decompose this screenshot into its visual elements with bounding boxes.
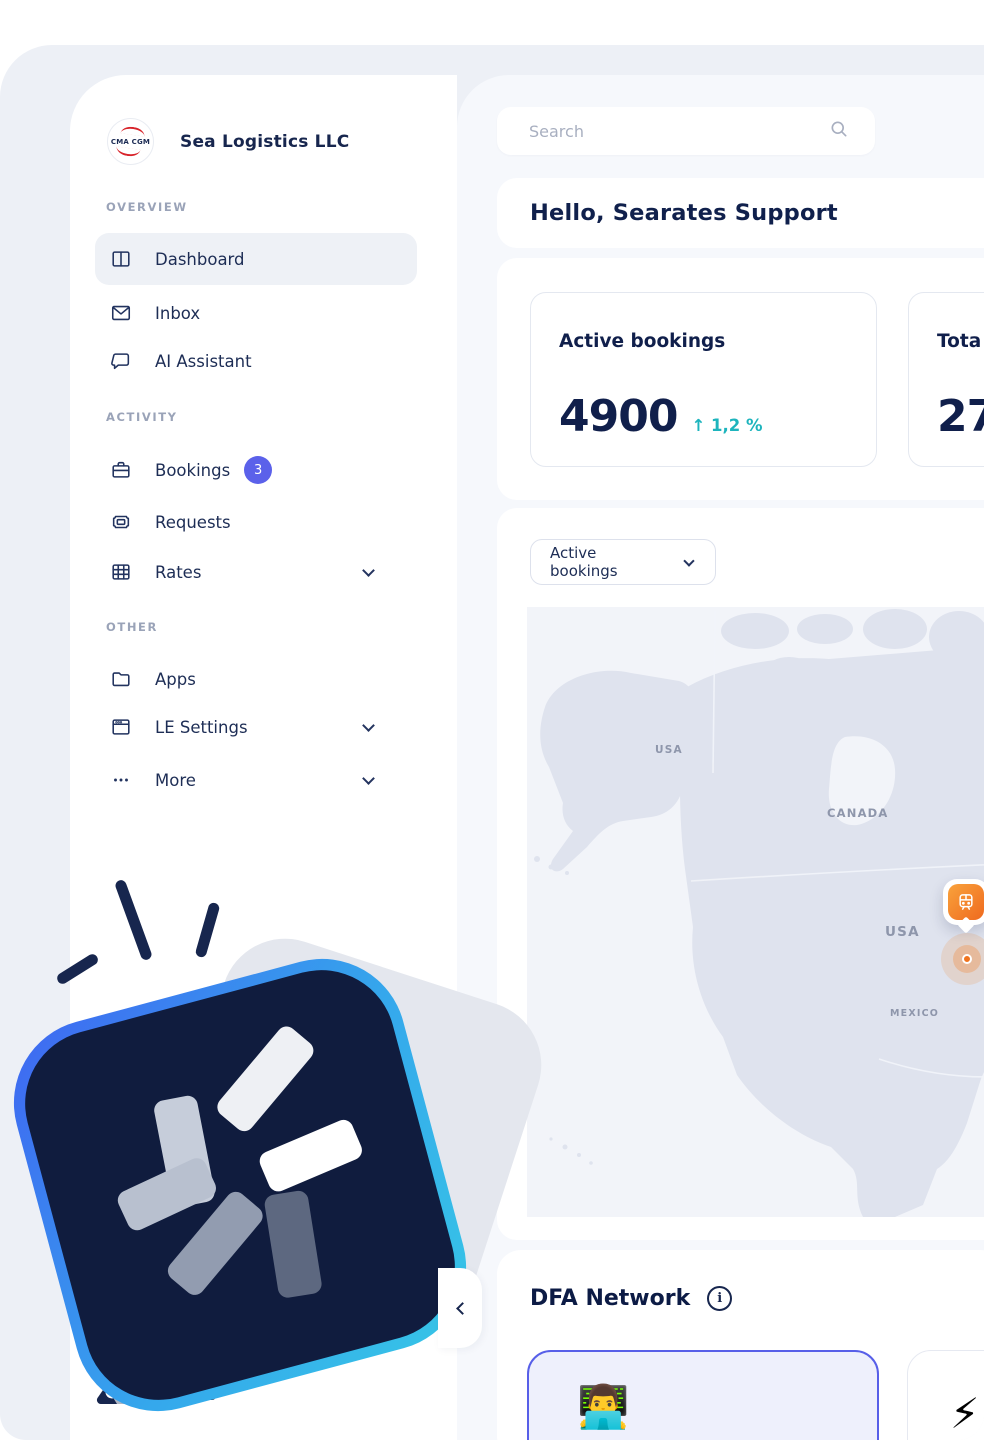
- sidebar-item-label: Requests: [155, 512, 231, 532]
- chevron-down-icon[interactable]: [362, 563, 375, 577]
- train-icon: [948, 884, 984, 920]
- sidebar-item-label: More: [155, 770, 196, 790]
- pinwheel-bar: [256, 1116, 366, 1195]
- sidebar-item-le-settings[interactable]: LE Settings: [95, 701, 417, 753]
- greeting-card: Hello, Searates Support: [497, 178, 984, 248]
- chevron-down-icon[interactable]: [362, 718, 375, 732]
- section-label-other: OTHER: [106, 620, 158, 634]
- ellipsis-icon: [109, 768, 133, 792]
- transport-map-marker[interactable]: [943, 879, 984, 925]
- sidebar-item-requests[interactable]: Requests: [95, 496, 417, 548]
- lightning-emoji: ⚡: [950, 1389, 980, 1438]
- search-bar: [497, 107, 875, 155]
- technologist-emoji: 👨‍💻: [577, 1382, 630, 1431]
- map-label-usa: USA: [885, 924, 920, 940]
- up-arrow-icon: ↑: [691, 416, 706, 435]
- map-label-mexico: MEXICO: [890, 1008, 940, 1019]
- dfa-network-option-selected[interactable]: 👨‍💻: [527, 1350, 879, 1440]
- stat-title: Active bookings: [559, 331, 726, 352]
- tile-pinwheel-logo: [8, 953, 472, 1417]
- sidebar-item-ai-assistant[interactable]: AI Assistant: [95, 335, 417, 387]
- chevron-left-icon: [455, 1301, 469, 1315]
- map-label-usa-alaska: USA: [655, 744, 683, 756]
- chat-bubble-icon: [109, 349, 133, 373]
- map-filter-value: Active bookings: [550, 544, 618, 580]
- company-name: Sea Logistics LLC: [180, 131, 350, 152]
- browser-window-icon: [109, 715, 133, 739]
- sidebar-item-label: AI Assistant: [155, 351, 252, 371]
- cma-cgm-logo: CMA CGM: [107, 118, 154, 165]
- sidebar-item-inbox[interactable]: Inbox: [95, 287, 417, 339]
- sidebar-item-dashboard[interactable]: Dashboard: [95, 233, 417, 285]
- info-icon[interactable]: i: [707, 1286, 733, 1311]
- folder-icon: [109, 667, 133, 691]
- logo-text: CMA CGM: [110, 137, 151, 146]
- total-stat[interactable]: Tota 27: [908, 292, 984, 467]
- inbox-envelope-icon: [109, 301, 133, 325]
- briefcase-icon: [109, 458, 133, 482]
- chevron-down-icon[interactable]: [362, 771, 375, 785]
- sidebar-item-label: Inbox: [155, 303, 201, 323]
- bookings-count-badge: 3: [244, 456, 273, 484]
- sidebar-item-rates[interactable]: Rates: [95, 546, 417, 598]
- search-input[interactable]: [529, 121, 829, 141]
- sidebar-item-label: Bookings: [155, 460, 231, 480]
- dfa-network-title: DFA Network: [530, 1286, 691, 1311]
- north-america-map: [534, 609, 984, 1217]
- stat-delta: ↑ 1,2 %: [691, 416, 763, 435]
- logo-swoosh: [120, 125, 146, 137]
- greeting-title: Hello, Searates Support: [530, 200, 838, 226]
- logo-swoosh: [115, 146, 141, 158]
- company-brand: CMA CGM Sea Logistics LLC: [107, 118, 349, 165]
- sidebar-item-label: Dashboard: [155, 249, 245, 269]
- chevron-down-icon: [683, 554, 695, 567]
- marker-dot: [962, 954, 972, 964]
- ticket-icon: [109, 510, 133, 534]
- active-bookings-stat[interactable]: Active bookings 4900 ↑ 1,2 %: [530, 292, 877, 467]
- world-map[interactable]: USA CANADA USA MEXICO: [527, 607, 984, 1217]
- stats-card: Active bookings 4900 ↑ 1,2 % Tota 27: [497, 258, 984, 500]
- dashboard-icon: [109, 247, 133, 271]
- sidebar-item-bookings[interactable]: Bookings 3: [95, 444, 417, 496]
- pinwheel-bar: [213, 1022, 318, 1136]
- map-card: Active bookings: [497, 508, 984, 1240]
- section-label-activity: ACTIVITY: [106, 410, 178, 424]
- sidebar-item-label: LE Settings: [155, 717, 248, 737]
- dfa-network-option[interactable]: ⚡: [907, 1350, 984, 1440]
- map-filter-dropdown[interactable]: Active bookings: [530, 539, 716, 585]
- sidebar-item-label: Apps: [155, 669, 196, 689]
- sidebar-item-apps[interactable]: Apps: [95, 653, 417, 705]
- stat-title: Tota: [937, 331, 982, 352]
- stat-value: 4900: [559, 391, 678, 442]
- dfa-network-card: DFA Network i 👨‍💻 ⚡: [497, 1250, 984, 1440]
- search-icon[interactable]: [829, 119, 849, 143]
- sidebar-item-more[interactable]: More: [95, 754, 417, 806]
- stat-value: 27: [937, 391, 984, 442]
- pinwheel-bar: [263, 1189, 324, 1300]
- sidebar-item-label: Rates: [155, 562, 202, 582]
- map-label-canada: CANADA: [827, 806, 889, 820]
- section-label-overview: OVERVIEW: [106, 200, 188, 214]
- table-grid-icon: [109, 560, 133, 584]
- sidebar-collapse-button[interactable]: [438, 1268, 482, 1348]
